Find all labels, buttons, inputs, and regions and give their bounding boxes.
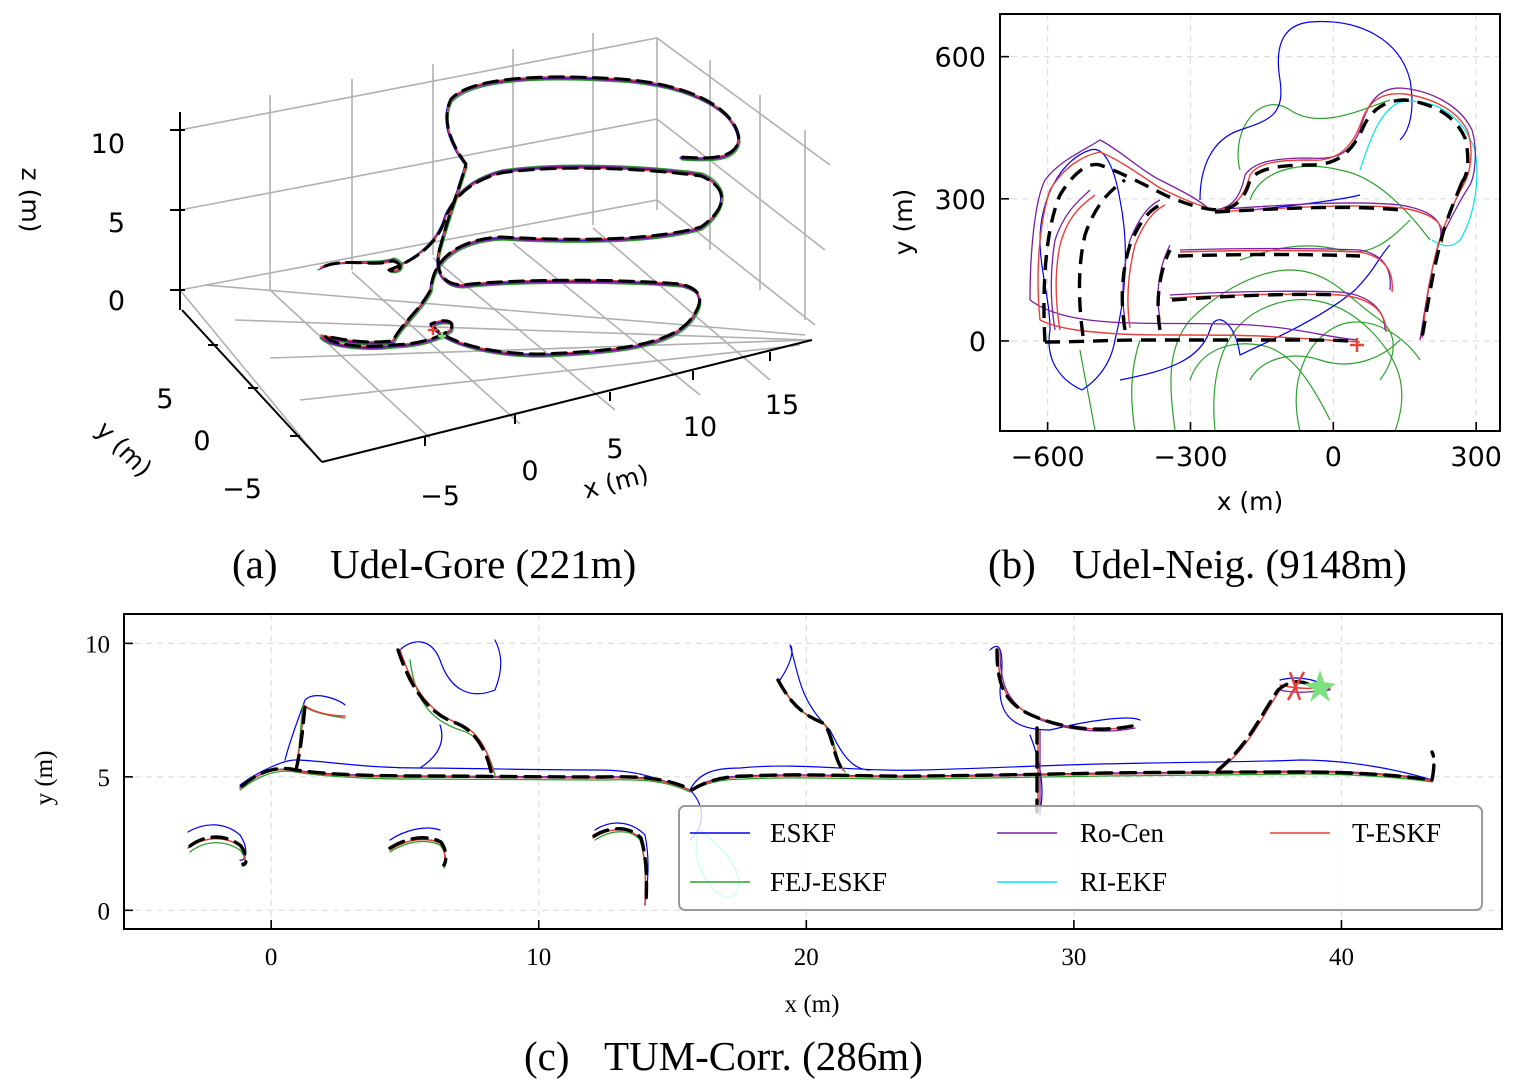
panel-c-xtick-label: 40 — [1329, 944, 1354, 971]
legend-label-ri-ekf: RI-EKF — [1080, 867, 1167, 897]
panel-a-trajectories — [317, 75, 741, 358]
panel-b-xtick-label: 0 — [1325, 442, 1342, 473]
legend-item-t-eskf: T-ESKF — [1270, 818, 1441, 848]
panel-c-xtick-label: 0 — [265, 944, 278, 971]
panel-b-caption-label: (b) — [988, 541, 1036, 587]
panel-c-xtick-label: 30 — [1061, 944, 1086, 971]
legend-item-eskf: ESKF — [690, 818, 836, 848]
panel-c-ytick-label: 10 — [85, 631, 110, 658]
panel-a-xtick-label: −5 — [420, 481, 460, 512]
panel-a-xtick-label: 0 — [521, 456, 538, 487]
panel-a-xtick-label: 5 — [606, 434, 623, 465]
panel-a-start-markers — [428, 325, 446, 340]
panel-c: 0 10 20 30 40 0 5 10 x (m) y (m) (c) TUM-Corr. … — [31, 613, 1503, 1079]
panel-a-ztick-label: 0 — [108, 286, 125, 317]
panel-a-ylabel: y (m) — [90, 415, 158, 483]
panel-a-xtick-label: 10 — [683, 412, 717, 443]
panel-b-frame — [999, 13, 1501, 432]
panel-a-ytick-label: −5 — [222, 474, 262, 505]
panel-a-grid — [179, 33, 831, 461]
panel-b-start-marker — [1350, 338, 1364, 352]
panel-a-caption-title: Udel-Gore (221m) — [330, 541, 636, 587]
traj-c-groundtruth — [188, 648, 1436, 907]
traj-b-groundtruth — [1042, 98, 1470, 344]
traj-c-green — [189, 659, 1433, 906]
panel-c-ytick-label: 5 — [98, 765, 111, 792]
traj-a-blue — [321, 77, 739, 356]
panel-a-xlabel: x (m) — [580, 459, 652, 504]
legend-item-ri-ekf: RI-EKF — [997, 867, 1167, 897]
panel-a-xticks: −5 0 5 10 15 — [420, 390, 799, 512]
panel-a-caption-label: (a) — [232, 541, 278, 587]
panel-b-ylabel: y (m) — [889, 189, 918, 256]
legend-label-eskf: ESKF — [770, 818, 836, 848]
panel-c-trajectories — [187, 639, 1436, 907]
panel-c-frame — [123, 613, 1503, 930]
panel-a-ztick-label: 10 — [91, 129, 125, 160]
panel-b-trajectories — [1029, 20, 1478, 431]
panel-c-caption-label: (c) — [524, 1033, 570, 1079]
panel-b-xtick-label: −600 — [1011, 442, 1085, 473]
legend: ESKF FEJ-ESKF Ro-Cen RI-EKF T-ESKF — [678, 805, 1483, 911]
panel-a-ytick-label: 5 — [156, 384, 173, 415]
panel-c-xlabel: x (m) — [785, 991, 840, 1018]
traj-b-green — [1079, 99, 1431, 431]
traj-b-cyan — [1359, 100, 1478, 247]
panel-c-caption-title: TUM-Corr. (286m) — [604, 1033, 923, 1079]
panel-b: −600 −300 0 300 0 300 600 x (m) y (m) (b) Udel… — [889, 13, 1502, 587]
traj-a-purple — [319, 78, 740, 357]
panel-b-ytick-label: 0 — [969, 327, 986, 358]
panel-a-yticks: −5 05 — [156, 384, 262, 505]
panel-b-caption-title: Udel-Neig. (9148m) — [1072, 541, 1407, 587]
panel-b-xtick-label: 300 — [1450, 442, 1502, 473]
panel-b-grid — [1000, 14, 1500, 431]
legend-label-ro-cen: Ro-Cen — [1080, 818, 1164, 848]
legend-box — [678, 805, 1483, 911]
panel-c-xtick-label: 10 — [526, 944, 551, 971]
panel-a-xtick-label: 15 — [765, 390, 799, 421]
panel-c-xtick-label: 20 — [794, 944, 819, 971]
panel-c-end-markers — [1286, 670, 1336, 702]
traj-a-green — [317, 79, 741, 358]
legend-item-ro-cen: Ro-Cen — [997, 818, 1164, 848]
legend-item-fej-eskf: FEJ-ESKF — [690, 867, 887, 897]
traj-b-blue — [1039, 20, 1413, 391]
legend-label-t-eskf: T-ESKF — [1352, 818, 1441, 848]
panel-b-xlabel: x (m) — [1217, 487, 1284, 516]
panel-c-ylabel: y (m) — [31, 751, 58, 806]
panel-c-ticks: 0 10 20 30 40 0 5 10 — [85, 631, 1354, 971]
panel-a-zlabel: z (m) — [16, 168, 45, 233]
legend-label-fej-eskf: FEJ-ESKF — [770, 867, 887, 897]
panel-a-ytick-label: 0 — [193, 426, 210, 457]
traj-a-groundtruth — [323, 75, 741, 356]
panel-b-ytick-label: 600 — [934, 43, 986, 74]
panel-b-ytick-label: 300 — [934, 185, 986, 216]
panel-a-ztick-label: 5 — [108, 208, 125, 239]
panel-a-axes — [170, 112, 813, 463]
panel-c-ytick-label: 0 — [98, 898, 111, 925]
panel-a-zticks: 0 5 10 — [91, 129, 125, 317]
panel-b-xtick-label: −300 — [1153, 442, 1227, 473]
panel-b-ticks: −600 −300 0 300 0 300 600 — [934, 43, 1502, 473]
